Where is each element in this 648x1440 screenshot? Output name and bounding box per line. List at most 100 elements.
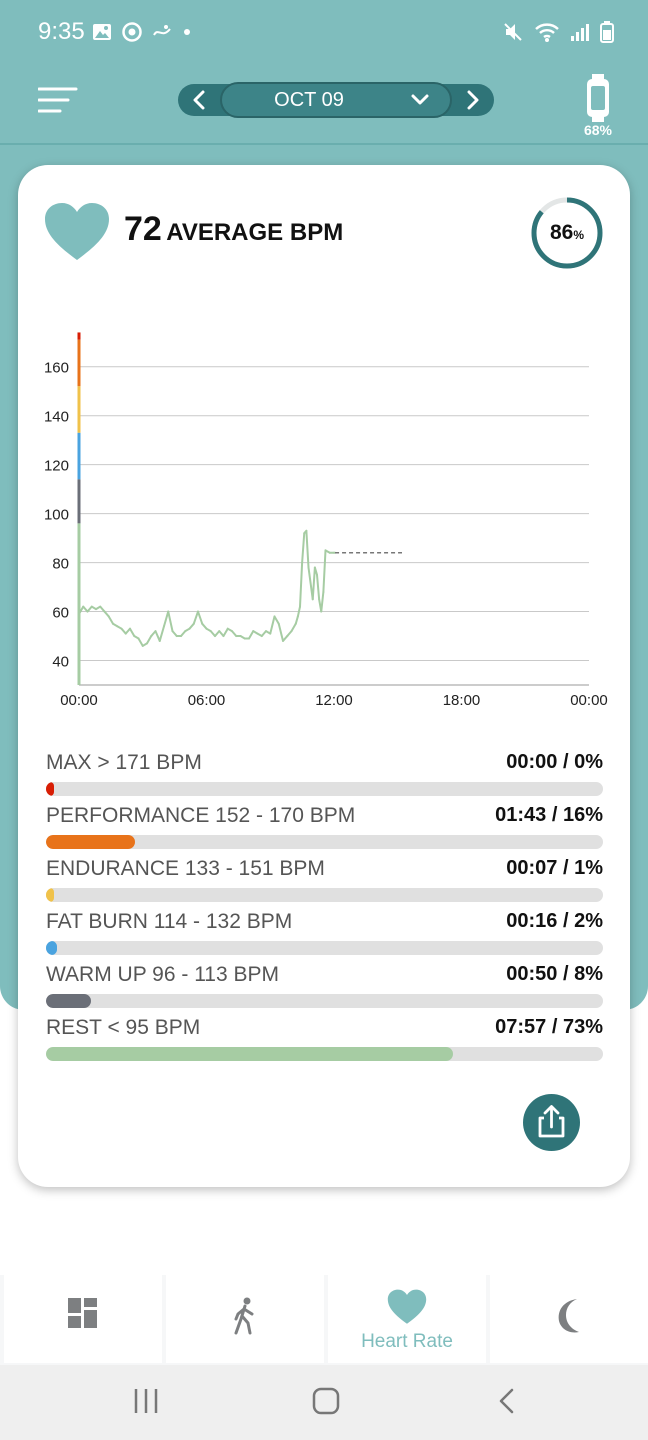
status-bar: 9:35 bbox=[0, 0, 648, 64]
previous-day-button[interactable] bbox=[190, 90, 208, 110]
next-day-button[interactable] bbox=[464, 90, 482, 110]
zone-bar-track bbox=[46, 994, 603, 1008]
y-tick-label: 80 bbox=[52, 556, 69, 573]
tab-sleep[interactable] bbox=[490, 1275, 648, 1363]
average-bpm: 72 AVERAGE BPM bbox=[124, 210, 343, 254]
mute-icon bbox=[504, 23, 522, 41]
hr-line-segment bbox=[120, 627, 127, 635]
hr-line-segment bbox=[294, 615, 299, 625]
zone-label: PERFORMANCE 152 - 170 BPM bbox=[46, 804, 356, 827]
hr-line-segment bbox=[201, 622, 208, 630]
tab-activity[interactable] bbox=[166, 1275, 324, 1363]
zone-value: 01:43 / 16% bbox=[495, 804, 603, 826]
device-status[interactable]: 68% bbox=[580, 74, 616, 138]
hr-line-segment bbox=[78, 605, 85, 615]
zone-row: WARM UP 96 - 113 BPM 00:50 / 8% bbox=[46, 957, 603, 1010]
zone-list: MAX > 171 BPM 00:00 / 0% PERFORMANCE 152 -… bbox=[46, 745, 603, 1063]
activity-notification-icon bbox=[153, 25, 171, 36]
zone-bar-fill bbox=[46, 941, 58, 955]
signal-icon bbox=[571, 24, 589, 41]
menu-icon[interactable] bbox=[38, 86, 78, 114]
hr-line-segment bbox=[316, 573, 321, 601]
average-bpm-label: AVERAGE BPM bbox=[166, 219, 344, 246]
ring-value: 86 bbox=[549, 221, 574, 244]
home-button[interactable] bbox=[312, 1387, 340, 1415]
system-navigation-bar bbox=[0, 1365, 648, 1440]
hr-line-segment bbox=[107, 615, 114, 625]
tracker-icon bbox=[587, 74, 609, 122]
header-divider bbox=[0, 143, 648, 145]
zone-label: ENDURANCE 133 - 151 BPM bbox=[46, 857, 325, 880]
notification-icons bbox=[92, 20, 192, 44]
x-tick-label: 00:00 bbox=[60, 692, 98, 709]
hr-line-segment bbox=[307, 566, 314, 601]
hr-line-segment bbox=[299, 561, 304, 608]
zone-bar-fill bbox=[46, 994, 91, 1008]
hr-line-segment bbox=[163, 610, 170, 628]
y-tick-label: 40 bbox=[52, 654, 69, 671]
x-tick-label: 12:00 bbox=[315, 692, 353, 709]
heart-rate-card bbox=[18, 165, 630, 1187]
zone-label: WARM UP 96 - 113 BPM bbox=[46, 963, 280, 986]
tab-heart-rate[interactable]: Heart Rate bbox=[328, 1275, 486, 1363]
hr-line-segment bbox=[146, 635, 153, 645]
hr-line-segment bbox=[86, 605, 93, 613]
date-label[interactable]: OCT 09 bbox=[274, 89, 344, 111]
hr-line-segment bbox=[218, 630, 225, 638]
moon-icon bbox=[558, 1299, 579, 1333]
gallery-icon bbox=[93, 24, 111, 40]
zone-bar-track bbox=[46, 1047, 603, 1061]
hr-line-segment bbox=[222, 627, 229, 638]
walk-icon bbox=[234, 1297, 254, 1335]
share-button[interactable] bbox=[523, 1094, 580, 1151]
hr-line-segment bbox=[167, 610, 174, 633]
ring-unit: % bbox=[573, 228, 585, 242]
hr-line-segment bbox=[277, 622, 284, 642]
heart-rate-chart: 40 60 80 100 120 140 160 00:00 06:00 12:00 18:00 00… bbox=[44, 332, 608, 709]
tab-heart-rate-label: Heart Rate bbox=[361, 1331, 453, 1352]
tab-dashboard[interactable] bbox=[4, 1275, 162, 1363]
hr-line-segment bbox=[124, 627, 131, 635]
status-time: 9:35 bbox=[38, 18, 85, 45]
zone-label: FAT BURN 114 - 132 BPM bbox=[46, 910, 293, 933]
hr-line-segment bbox=[214, 630, 221, 638]
y-tick-label: 60 bbox=[52, 605, 69, 622]
hr-line-segment bbox=[248, 630, 255, 640]
hr-line-segment bbox=[269, 615, 276, 635]
y-tick-label: 100 bbox=[44, 507, 69, 524]
hr-line-segment bbox=[282, 635, 289, 642]
hr-line-segment bbox=[158, 625, 165, 642]
system-status-icons bbox=[502, 20, 614, 44]
hr-line-segment bbox=[296, 605, 301, 618]
x-tick-label: 00:00 bbox=[570, 692, 608, 709]
bottom-navigation: Heart Rate bbox=[0, 1275, 648, 1365]
zone-bar-fill bbox=[46, 888, 54, 902]
zone-bar-track bbox=[46, 835, 603, 849]
hr-line-segment bbox=[290, 622, 297, 633]
y-tick-label: 120 bbox=[44, 458, 69, 475]
hr-line-segment bbox=[322, 549, 327, 593]
zone-row: REST < 95 BPM 07:57 / 73% bbox=[46, 1010, 603, 1063]
battery-icon bbox=[600, 21, 614, 43]
wifi-icon bbox=[535, 23, 559, 42]
hr-line-segment bbox=[103, 610, 110, 618]
heart-icon bbox=[45, 203, 109, 260]
back-button[interactable] bbox=[496, 1387, 516, 1415]
hr-line-segment bbox=[231, 630, 238, 638]
date-selector[interactable] bbox=[220, 82, 452, 118]
hr-line-segment bbox=[286, 630, 293, 638]
device-battery: 68% bbox=[583, 122, 613, 138]
hr-line-segment bbox=[313, 566, 318, 576]
zone-value: 00:00 / 0% bbox=[506, 751, 603, 773]
recent-apps-button[interactable] bbox=[133, 1387, 159, 1415]
hr-line-segment bbox=[188, 622, 195, 630]
hr-line-segment bbox=[320, 590, 325, 613]
hr-line-segment bbox=[129, 627, 136, 638]
zone-label: REST < 95 BPM bbox=[46, 1016, 201, 1039]
zone-value: 00:16 / 2% bbox=[506, 910, 603, 932]
hr-line-segment bbox=[192, 610, 199, 625]
chevron-down-icon[interactable] bbox=[410, 92, 430, 108]
hr-line-segment bbox=[197, 610, 204, 625]
hr-line-segment bbox=[137, 637, 144, 647]
heart-icon bbox=[387, 1289, 427, 1324]
